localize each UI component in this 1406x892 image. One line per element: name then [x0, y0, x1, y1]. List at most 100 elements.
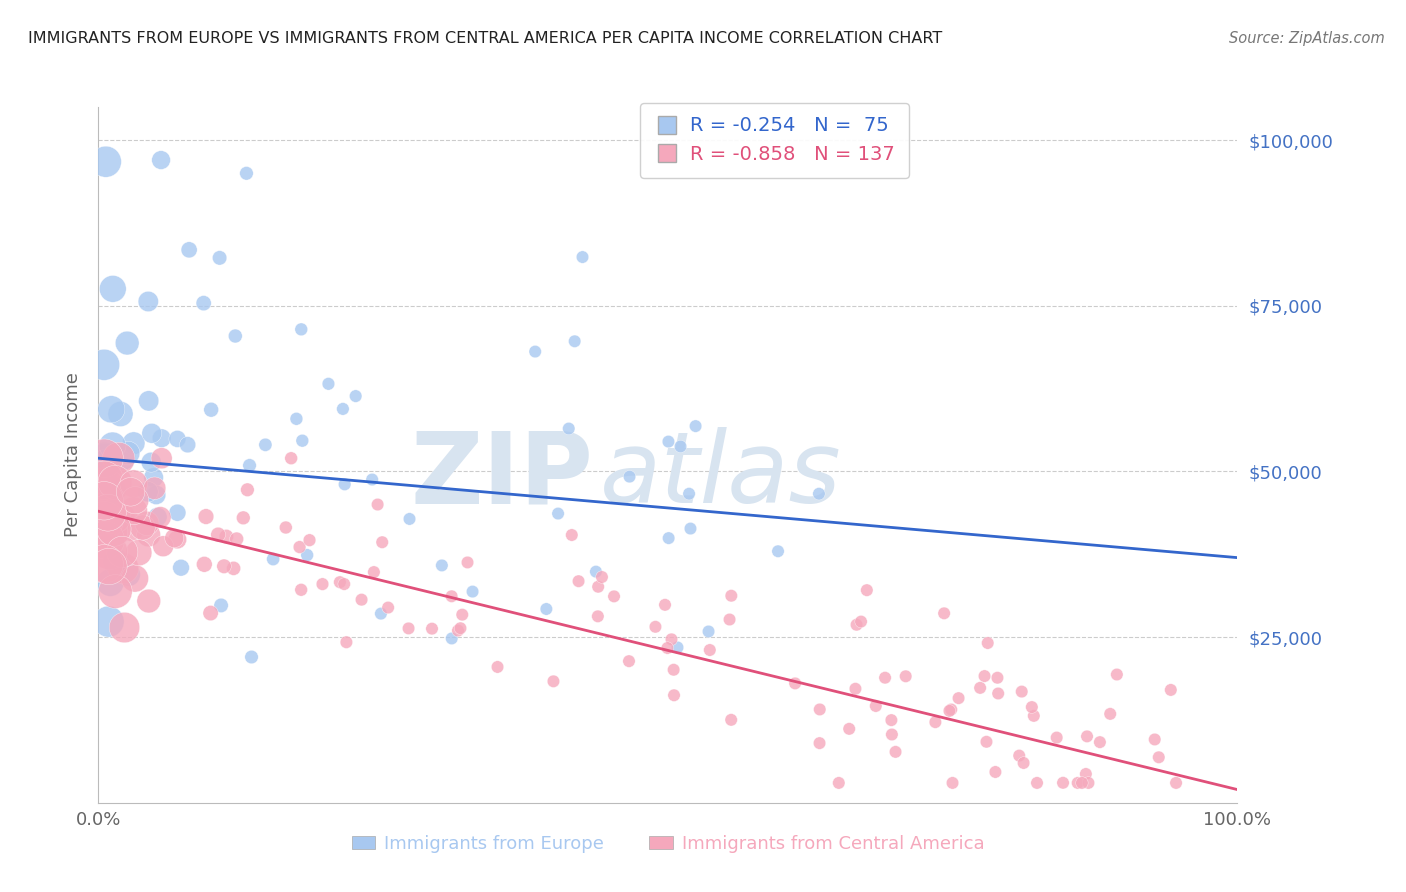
Point [1012, 756, 1035, 770]
Point [166, 533, 188, 547]
Point [93, 452, 115, 467]
Point [112, 561, 135, 575]
Point [973, 669, 995, 683]
Point [93, 451, 115, 466]
Point [984, 764, 1007, 779]
Point [110, 407, 132, 421]
Point [1022, 709, 1045, 723]
Point [101, 483, 124, 498]
Point [262, 552, 284, 566]
Y-axis label: Per Capita Income: Per Capita Income [65, 373, 83, 537]
Point [149, 510, 172, 524]
Point [685, 419, 707, 434]
Point [662, 688, 685, 702]
Point [1046, 731, 1069, 745]
Point [176, 438, 198, 452]
Point [280, 451, 302, 466]
Point [785, 676, 807, 690]
Point [658, 531, 681, 545]
Point [1076, 730, 1098, 744]
Point [808, 702, 831, 716]
Point [170, 560, 193, 574]
Point [103, 522, 125, 536]
Point [136, 484, 159, 499]
Point [146, 510, 169, 524]
Point [543, 674, 565, 689]
Point [591, 570, 613, 584]
Point [107, 509, 129, 524]
Point [679, 522, 702, 536]
Point [93, 450, 115, 465]
Point [298, 533, 321, 548]
Point [290, 322, 312, 336]
Point [207, 527, 229, 541]
Point [371, 535, 394, 549]
Point [145, 488, 167, 502]
Point [101, 282, 124, 296]
Point [398, 512, 420, 526]
Point [1026, 776, 1049, 790]
Point [1105, 667, 1128, 681]
Point [558, 421, 581, 435]
Point [561, 528, 583, 542]
Point [122, 476, 145, 491]
Point [720, 713, 742, 727]
Point [332, 401, 354, 416]
Point [100, 402, 122, 417]
Point [1011, 684, 1033, 698]
Point [122, 436, 145, 450]
Point [766, 544, 789, 558]
Point [152, 539, 174, 553]
Point [932, 607, 955, 621]
Point [120, 520, 142, 534]
Point [1099, 706, 1122, 721]
Point [838, 722, 860, 736]
Point [101, 438, 124, 452]
Point [969, 681, 991, 695]
Point [333, 477, 356, 491]
Point [849, 615, 872, 629]
Point [420, 622, 443, 636]
Point [654, 598, 676, 612]
Point [193, 558, 215, 572]
Point [93, 493, 115, 508]
Point [193, 296, 215, 310]
Point [361, 473, 384, 487]
Point [457, 556, 479, 570]
Point [93, 557, 115, 571]
Point [122, 504, 145, 518]
Point [93, 358, 115, 372]
Point [856, 583, 879, 598]
Point [718, 613, 741, 627]
Point [948, 691, 970, 706]
Point [215, 530, 238, 544]
Point [235, 166, 257, 180]
Legend: Immigrants from Europe, Immigrants from Central America: Immigrants from Europe, Immigrants from … [344, 828, 991, 860]
Point [240, 650, 263, 665]
Point [987, 686, 1010, 700]
Point [807, 487, 830, 501]
Point [150, 431, 173, 445]
Point [120, 484, 142, 499]
Point [461, 584, 484, 599]
Text: IMMIGRANTS FROM EUROPE VS IMMIGRANTS FROM CENTRAL AMERICA PER CAPITA INCOME CORR: IMMIGRANTS FROM EUROPE VS IMMIGRANTS FRO… [28, 31, 942, 46]
Point [1074, 767, 1097, 781]
Point [98, 559, 121, 574]
Point [586, 580, 609, 594]
Point [295, 548, 318, 562]
Point [661, 632, 683, 647]
Point [104, 475, 127, 490]
Point [98, 575, 121, 590]
Point [200, 606, 222, 620]
Point [536, 602, 558, 616]
Point [150, 451, 173, 466]
Point [678, 487, 700, 501]
Point [1160, 682, 1182, 697]
Point [117, 446, 139, 460]
Point [114, 621, 136, 635]
Point [865, 698, 887, 713]
Point [924, 715, 946, 730]
Point [398, 621, 420, 635]
Point [1008, 748, 1031, 763]
Point [440, 589, 463, 603]
